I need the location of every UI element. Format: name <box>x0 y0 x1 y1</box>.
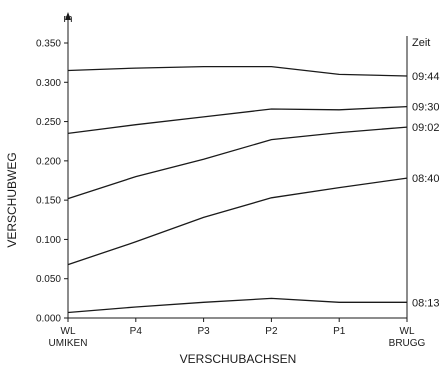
y-unit-label: m <box>63 13 72 25</box>
y-tick-labels: 0.000 0.050 0.100 0.150 0.200 0.250 0.300 0.350 <box>36 39 68 325</box>
x-tick-label: WL <box>400 326 415 337</box>
series-labels: 08:13 08:40 09:02 09:30 09:44 <box>412 71 440 309</box>
series-label: 09:30 <box>412 102 440 114</box>
y-axis-title: VERSCHUBWEG <box>5 152 19 247</box>
series-line-0944 <box>67 65 408 77</box>
y-tick-label: 0.050 <box>36 274 61 285</box>
x-tick-label: P1 <box>333 326 346 337</box>
series-lines <box>67 65 408 314</box>
series-label: 09:02 <box>412 122 440 134</box>
x-tick-label: WL <box>61 326 76 337</box>
series-line-0840 <box>67 177 408 266</box>
x-tick-label: BRUGG <box>389 338 426 349</box>
series-label: 08:40 <box>412 173 440 185</box>
axes <box>65 12 408 319</box>
series-line-0813 <box>67 297 407 314</box>
x-tick-label: P2 <box>265 326 278 337</box>
legend-title: Zeit <box>412 37 430 49</box>
y-tick-label: 0.250 <box>36 117 61 128</box>
x-tick-label: P4 <box>130 326 143 337</box>
x-tick-label: UMIKEN <box>49 338 88 349</box>
series-label: 09:44 <box>412 71 440 83</box>
y-tick-label: 0.000 <box>36 314 61 325</box>
y-tick-label: 0.350 <box>36 39 61 50</box>
y-tick-label: 0.150 <box>36 196 61 207</box>
series-line-0930 <box>67 105 408 135</box>
series-label: 08:13 <box>412 297 440 309</box>
series-line-0902 <box>67 126 408 200</box>
y-tick-label: 0.300 <box>36 78 61 89</box>
x-axis-title: VERSCHUBACHSEN <box>180 352 297 366</box>
x-tick-label: P3 <box>197 326 210 337</box>
y-tick-label: 0.200 <box>36 156 61 167</box>
y-tick-label: 0.100 <box>36 235 61 246</box>
y-axis-arrow <box>65 12 71 20</box>
